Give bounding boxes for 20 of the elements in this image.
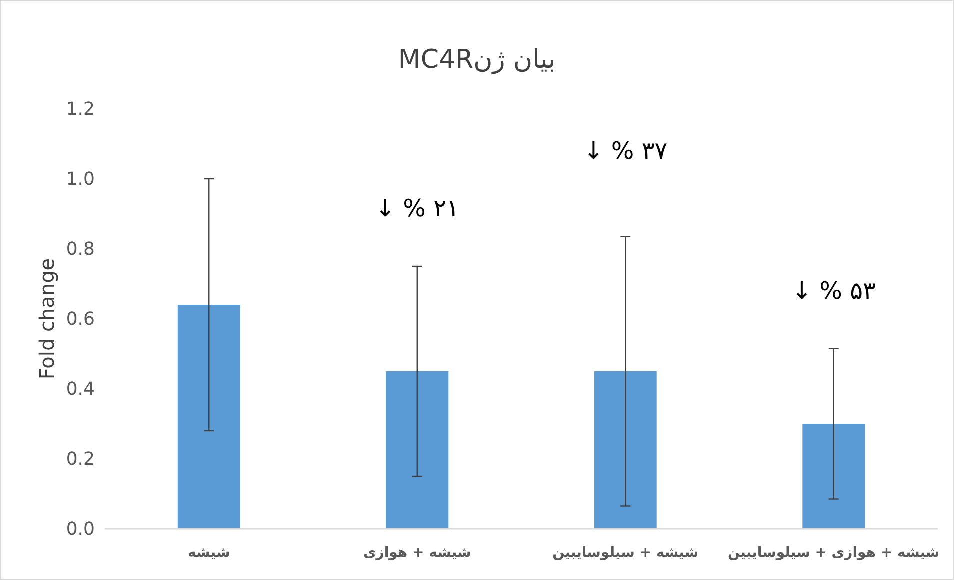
y-tick-label: 0.4 bbox=[66, 379, 95, 400]
x-tick-label: شیشه bbox=[188, 545, 230, 561]
bar bbox=[386, 372, 449, 529]
y-tick-label: 0.0 bbox=[66, 519, 95, 540]
x-tick-label: شیشه + هوازی bbox=[363, 545, 472, 561]
y-tick-label: 1.2 bbox=[66, 99, 95, 120]
annotation: ↓ % ۵۳ bbox=[792, 276, 876, 305]
chart-title: بیان ژنMC4R bbox=[398, 45, 556, 75]
y-tick-label: 0.8 bbox=[66, 239, 95, 260]
bar bbox=[178, 305, 240, 529]
annotation: ↓ % ۲۱ bbox=[375, 194, 460, 222]
bar bbox=[802, 424, 866, 529]
annotation: ↓ % ۳۷ bbox=[584, 137, 668, 165]
x-tick-label: شیشه + سیلوسایبین bbox=[552, 545, 699, 561]
y-tick-label: 0.6 bbox=[66, 309, 95, 330]
y-axis-title: Fold change bbox=[35, 258, 59, 380]
bar bbox=[594, 372, 657, 529]
y-tick-label: 0.2 bbox=[66, 449, 95, 470]
x-tick-label: شیشه + هوازی + سیلوسایبین bbox=[728, 545, 940, 561]
y-tick-label: 1.0 bbox=[66, 169, 95, 190]
